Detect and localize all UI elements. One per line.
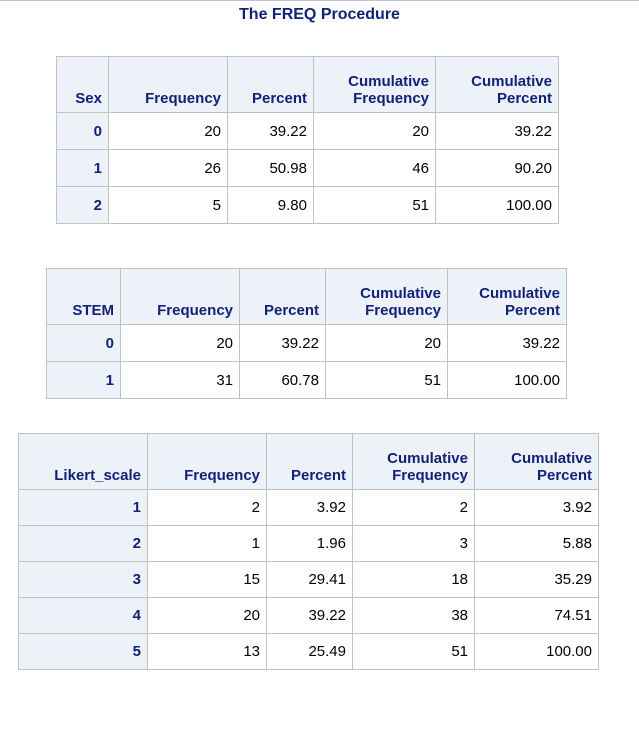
table-row: 0 20 39.22 20 39.22 [46,324,567,362]
data-cell: 50.98 [227,149,314,187]
data-cell: 46 [313,149,436,187]
table-row: 1 26 50.98 46 90.20 [56,149,559,187]
data-cell: 38 [352,597,475,634]
data-cell: 29.41 [266,561,353,598]
data-cell: 20 [147,597,267,634]
row-header-cell: 2 [18,525,148,562]
table-row: 1 2 3.92 2 3.92 [18,489,599,526]
data-cell: 3 [352,525,475,562]
row-header-cell: 4 [18,597,148,634]
data-cell: 20 [108,112,228,150]
data-cell: 51 [352,633,475,670]
data-cell: 1.96 [266,525,353,562]
column-header: STEM [46,268,121,325]
column-header: Cumulative Frequency [325,268,448,325]
data-cell: 20 [120,324,240,362]
data-cell: 3.92 [266,489,353,526]
header-row: Likert_scale Frequency Percent Cumulative F… [18,433,599,490]
column-header: Frequency [120,268,240,325]
data-cell: 31 [120,361,240,399]
column-header: Cumulative Percent [435,56,559,113]
data-cell: 100.00 [435,186,559,224]
data-cell: 13 [147,633,267,670]
data-cell: 100.00 [474,633,599,670]
data-cell: 20 [325,324,448,362]
data-cell: 5 [108,186,228,224]
column-header: Sex [56,56,109,113]
data-cell: 9.80 [227,186,314,224]
column-header: Cumulative Percent [447,268,567,325]
header-row: STEM Frequency Percent Cumulative Frequency… [46,268,567,325]
data-cell: 18 [352,561,475,598]
column-header: Cumulative Frequency [313,56,436,113]
data-cell: 90.20 [435,149,559,187]
data-cell: 25.49 [266,633,353,670]
table-row: 1 31 60.78 51 100.00 [46,361,567,399]
column-header: Frequency [147,433,267,490]
column-header: Cumulative Percent [474,433,599,490]
data-cell: 51 [325,361,448,399]
row-header-cell: 1 [56,149,109,187]
column-header: Frequency [108,56,228,113]
table-row: 0 20 39.22 20 39.22 [56,112,559,150]
table-row: 3 15 29.41 18 35.29 [18,561,599,598]
table-row: 2 1 1.96 3 5.88 [18,525,599,562]
data-cell: 39.22 [227,112,314,150]
data-cell: 39.22 [435,112,559,150]
data-cell: 2 [352,489,475,526]
data-cell: 26 [108,149,228,187]
table-row: 5 13 25.49 51 100.00 [18,633,599,670]
row-header-cell: 0 [46,324,121,362]
row-header-cell: 3 [18,561,148,598]
row-header-cell: 0 [56,112,109,150]
row-header-cell: 1 [18,489,148,526]
header-row: Sex Frequency Percent Cumulative Frequency C… [56,56,559,113]
data-cell: 100.00 [447,361,567,399]
data-cell: 39.22 [266,597,353,634]
data-cell: 39.22 [239,324,326,362]
data-cell: 2 [147,489,267,526]
data-cell: 60.78 [239,361,326,399]
data-cell: 35.29 [474,561,599,598]
table-row: 2 5 9.80 51 100.00 [56,186,559,224]
data-cell: 20 [313,112,436,150]
data-cell: 39.22 [447,324,567,362]
column-header: Percent [227,56,314,113]
data-cell: 3.92 [474,489,599,526]
row-header-cell: 1 [46,361,121,399]
column-header: Likert_scale [18,433,148,490]
data-cell: 74.51 [474,597,599,634]
top-border [0,0,639,1]
data-cell: 1 [147,525,267,562]
column-header: Cumulative Frequency [352,433,475,490]
freq-table-sex: Sex Frequency Percent Cumulative Frequency C… [56,56,559,224]
row-header-cell: 5 [18,633,148,670]
row-header-cell: 2 [56,186,109,224]
data-cell: 15 [147,561,267,598]
column-header: Percent [239,268,326,325]
table-row: 4 20 39.22 38 74.51 [18,597,599,634]
freq-table-likert_scale: Likert_scale Frequency Percent Cumulative F… [18,433,599,670]
data-cell: 51 [313,186,436,224]
page-title: The FREQ Procedure [239,6,400,23]
column-header: Percent [266,433,353,490]
data-cell: 5.88 [474,525,599,562]
freq-table-stem: STEM Frequency Percent Cumulative Frequency… [46,268,567,399]
